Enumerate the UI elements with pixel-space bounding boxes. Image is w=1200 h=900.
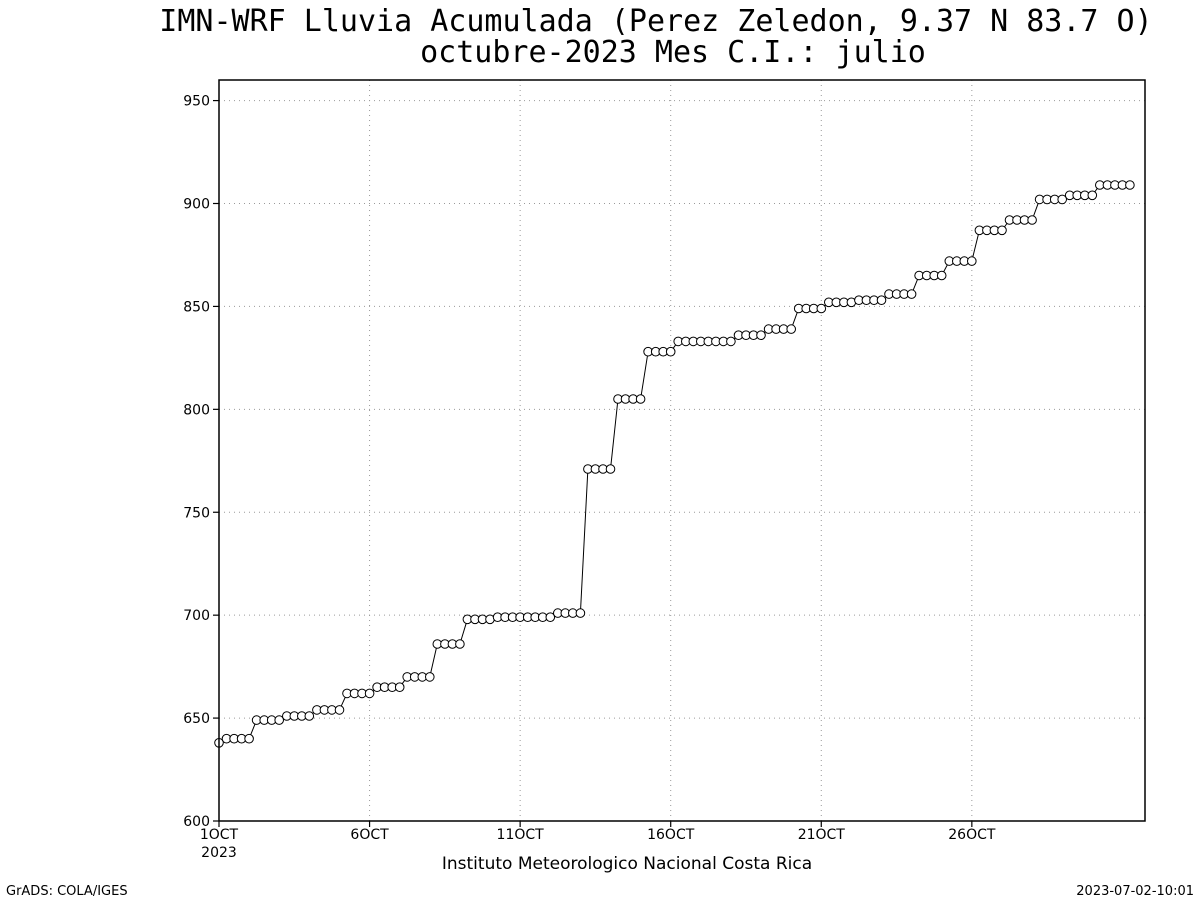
x-tick-label: 26OCT bbox=[948, 827, 996, 843]
y-tick-label: 700 bbox=[183, 608, 210, 624]
y-tick-label: 750 bbox=[183, 505, 210, 521]
y-tick-label: 800 bbox=[183, 402, 210, 418]
x-tick-label: 11OCT bbox=[497, 827, 545, 843]
data-point bbox=[274, 715, 285, 725]
y-tick-label: 900 bbox=[183, 197, 210, 213]
data-point bbox=[967, 256, 977, 266]
data-point bbox=[1087, 190, 1098, 201]
data-point bbox=[244, 733, 254, 744]
plot-frame bbox=[218, 79, 1146, 822]
series-line bbox=[218, 184, 1130, 744]
data-point bbox=[876, 295, 887, 306]
data-point bbox=[575, 608, 586, 618]
data-point bbox=[786, 324, 797, 334]
data-point bbox=[605, 464, 616, 474]
grid bbox=[219, 80, 1145, 821]
data-point bbox=[1027, 215, 1037, 225]
footer-right: 2023-07-02-10:01 bbox=[1076, 884, 1194, 899]
data-point bbox=[726, 336, 736, 347]
data-point bbox=[906, 289, 917, 299]
y-axis-ticks: 600 650 700 750 800 850 900 950 bbox=[183, 94, 219, 830]
y-tick-label: 600 bbox=[183, 814, 210, 830]
data-point bbox=[816, 303, 827, 314]
data-point bbox=[304, 711, 315, 721]
x-tick-label: 6OCT bbox=[350, 827, 389, 843]
x-tick-label: 1OCT bbox=[200, 827, 239, 843]
y-tick-label: 950 bbox=[183, 94, 210, 110]
data-point bbox=[1057, 194, 1067, 205]
data-point bbox=[635, 394, 646, 404]
data-point bbox=[545, 612, 556, 623]
x-tick-label: 21OCT bbox=[798, 827, 846, 843]
data-point bbox=[756, 330, 766, 341]
chart-title: IMN-WRF Lluvia Acumulada (Perez Zeledon,… bbox=[159, 4, 1152, 39]
data-point bbox=[334, 705, 345, 715]
data-point bbox=[425, 672, 435, 682]
y-tick-label: 650 bbox=[183, 711, 210, 727]
series-plot bbox=[214, 180, 1135, 748]
data-point bbox=[1125, 180, 1135, 190]
data-point bbox=[936, 270, 947, 281]
x-axis-ticks: 1OCT 2023 6OCT 11OCT 16OCT 21OCT 26OCT bbox=[200, 821, 996, 861]
x-axis-label: Instituto Meteorologico Nacional Costa R… bbox=[442, 854, 812, 874]
data-point bbox=[997, 225, 1007, 236]
data-point bbox=[394, 682, 405, 693]
y-tick-label: 850 bbox=[183, 299, 210, 315]
data-point bbox=[455, 639, 465, 649]
data-point bbox=[364, 688, 375, 699]
chart-subtitle: octubre-2023 Mes C.I.: julio bbox=[420, 35, 926, 70]
footer-left: GrADS: COLA/IGES bbox=[6, 884, 128, 899]
x-tick-sublabel: 2023 bbox=[201, 845, 237, 861]
x-tick-label: 16OCT bbox=[647, 827, 695, 843]
data-point bbox=[665, 346, 676, 357]
